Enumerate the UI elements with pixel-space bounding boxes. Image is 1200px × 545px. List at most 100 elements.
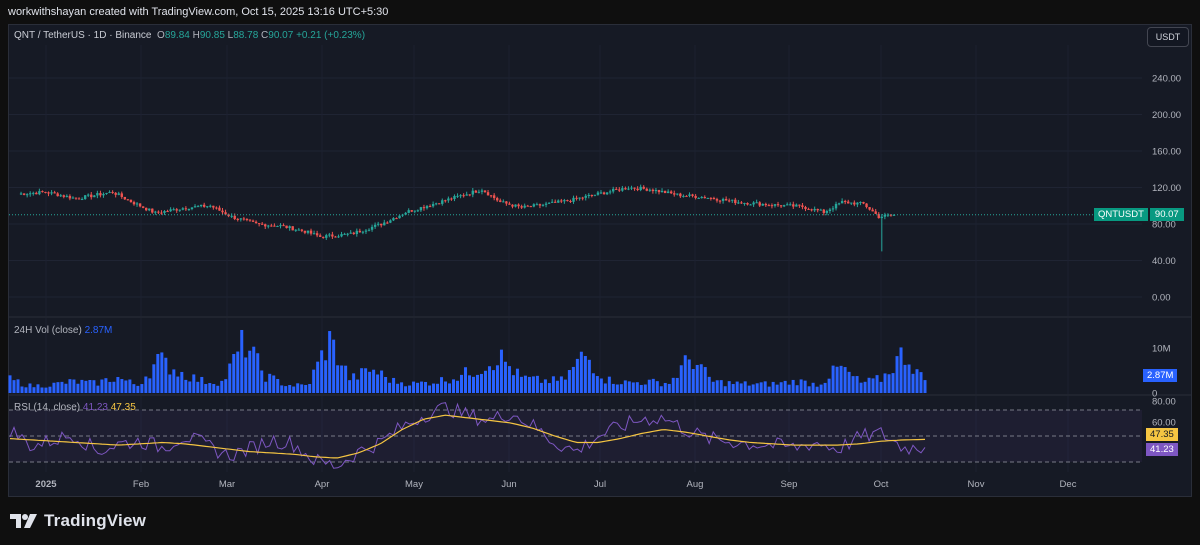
volume-bar <box>52 382 56 393</box>
volume-bar <box>655 381 659 393</box>
volume-bar <box>807 386 811 393</box>
candle-body <box>663 190 667 194</box>
volume-bar <box>799 379 803 393</box>
volume-bar <box>212 384 216 393</box>
candle-body <box>465 194 468 196</box>
volume-bar <box>356 379 360 393</box>
candle-body <box>642 186 645 189</box>
candle-body <box>126 199 130 201</box>
candle-body <box>90 194 93 198</box>
candle-body <box>584 195 587 198</box>
volume-bar <box>663 382 667 393</box>
candle-body <box>212 205 215 208</box>
candle-body <box>444 200 447 202</box>
candle-body <box>215 207 218 209</box>
candle-body <box>71 197 75 199</box>
volume-bar <box>819 384 823 393</box>
candle-body <box>520 206 523 208</box>
candle-body <box>740 202 743 204</box>
volume-bar <box>895 356 899 393</box>
candle-body <box>816 208 819 211</box>
volume-bar <box>771 381 775 393</box>
candle-body <box>242 218 246 220</box>
attribution-text: workwithshayan created with TradingView.… <box>8 6 389 18</box>
candle-body <box>291 226 294 231</box>
candle-body <box>105 192 108 194</box>
candle-body <box>114 192 117 195</box>
rsi-tag: 41.23 <box>1146 443 1178 456</box>
candle-body <box>178 209 181 211</box>
symbol-legend: QNT / TetherUS · 1D · Binance O89.84 H90… <box>14 30 365 41</box>
candle-body <box>538 204 542 206</box>
candle-body <box>352 232 355 235</box>
volume-bar <box>216 385 220 393</box>
candle-body <box>346 233 349 235</box>
tradingview-logo[interactable]: TradingView <box>10 511 146 531</box>
volume-bar <box>691 369 695 393</box>
candle-body <box>68 195 72 199</box>
time-axis-label: Aug <box>687 479 704 490</box>
candle-body <box>554 201 557 203</box>
volume-bar <box>96 385 100 393</box>
candle-body <box>358 230 362 233</box>
open-value: 89.84 <box>164 30 190 41</box>
volume-bar <box>188 381 192 393</box>
candle-body <box>880 216 884 219</box>
volume-bar <box>915 369 919 393</box>
currency-button[interactable]: USDT <box>1147 27 1189 47</box>
candle-body <box>590 194 594 196</box>
candle-body <box>254 221 258 224</box>
price-axis-label: 0.00 <box>1152 293 1171 304</box>
candle-body <box>492 195 496 199</box>
close-label: C <box>261 30 269 41</box>
tradingview-logo-icon <box>10 514 37 528</box>
candle-body <box>886 214 890 216</box>
volume-bar <box>743 381 747 393</box>
volume-bar <box>68 379 72 393</box>
candle-body <box>35 192 38 195</box>
volume-bar <box>348 380 352 393</box>
candle-body <box>630 187 633 189</box>
volume-bar <box>871 378 875 393</box>
candle-body <box>825 211 829 213</box>
volume-bar <box>615 384 619 393</box>
low-label: L <box>227 30 234 41</box>
volume-bar <box>507 366 511 393</box>
candle-body <box>782 205 786 207</box>
close-value: 90.07 <box>268 30 294 41</box>
candle-body <box>276 225 279 227</box>
candle-body <box>233 215 236 219</box>
candle-body <box>331 234 334 237</box>
candle-body <box>428 206 432 208</box>
candle-body <box>615 188 618 190</box>
volume-bar <box>887 374 891 393</box>
candle-body <box>19 193 23 195</box>
time-axis-label: Jun <box>501 479 516 490</box>
open-label: O <box>157 30 165 41</box>
candle-body <box>151 208 154 213</box>
volume-bar <box>839 365 843 393</box>
candle-body <box>163 211 166 213</box>
volume-bar <box>92 380 96 393</box>
candle-body <box>679 193 682 197</box>
candle-body <box>773 204 777 206</box>
candle-body <box>505 201 508 204</box>
candle-body <box>315 233 319 236</box>
candle-body <box>688 194 691 196</box>
candle-body <box>407 210 410 213</box>
volume-bar <box>911 373 915 393</box>
volume-bar <box>775 384 779 393</box>
volume-bar <box>180 371 184 393</box>
candle-body <box>883 214 887 217</box>
time-axis-label: Nov <box>968 479 985 490</box>
candle-body <box>441 200 444 204</box>
candle-body <box>563 200 566 202</box>
candle-body <box>831 208 835 210</box>
rsi-title: RSI (14, close) <box>14 402 81 413</box>
candle-body <box>694 195 697 198</box>
candle-body <box>676 193 679 195</box>
volume-bar <box>835 366 839 393</box>
volume-bar <box>579 351 583 393</box>
price-axis-label: 200.00 <box>1152 110 1181 121</box>
